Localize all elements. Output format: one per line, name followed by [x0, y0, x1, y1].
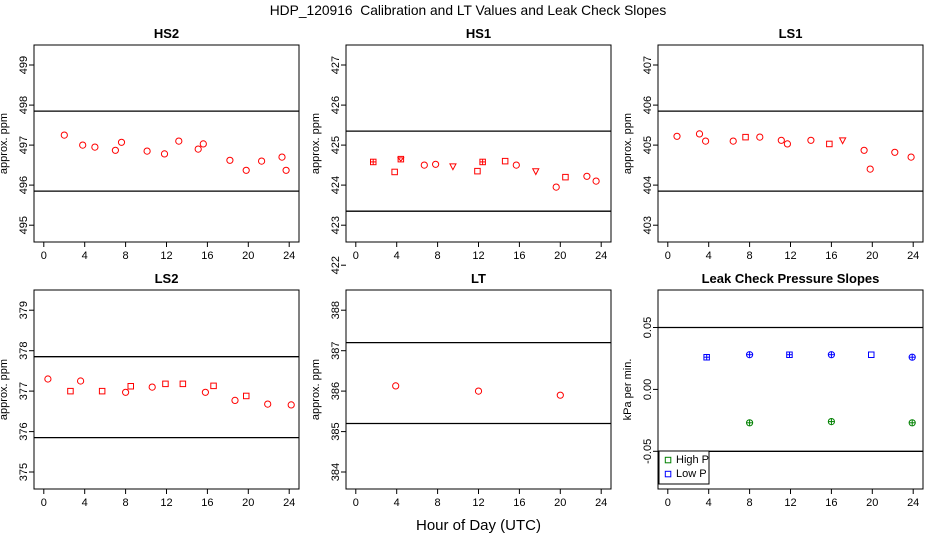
svg-text:24: 24: [907, 497, 919, 509]
svg-text:0.00: 0.00: [642, 379, 654, 400]
svg-text:kPa per min.: kPa per min.: [622, 359, 634, 421]
svg-text:4: 4: [706, 497, 712, 509]
svg-text:20: 20: [866, 497, 878, 509]
svg-text:0: 0: [665, 497, 671, 509]
svg-text:16: 16: [825, 497, 837, 509]
svg-text:8: 8: [747, 497, 753, 509]
svg-text:12: 12: [784, 497, 796, 509]
svg-text:Leak Check Pressure Slopes: Leak Check Pressure Slopes: [702, 271, 880, 286]
svg-text:-0.05: -0.05: [642, 439, 654, 464]
svg-text:Low P: Low P: [676, 468, 707, 480]
svg-text:High P: High P: [676, 454, 709, 466]
svg-text:0.05: 0.05: [642, 317, 654, 338]
